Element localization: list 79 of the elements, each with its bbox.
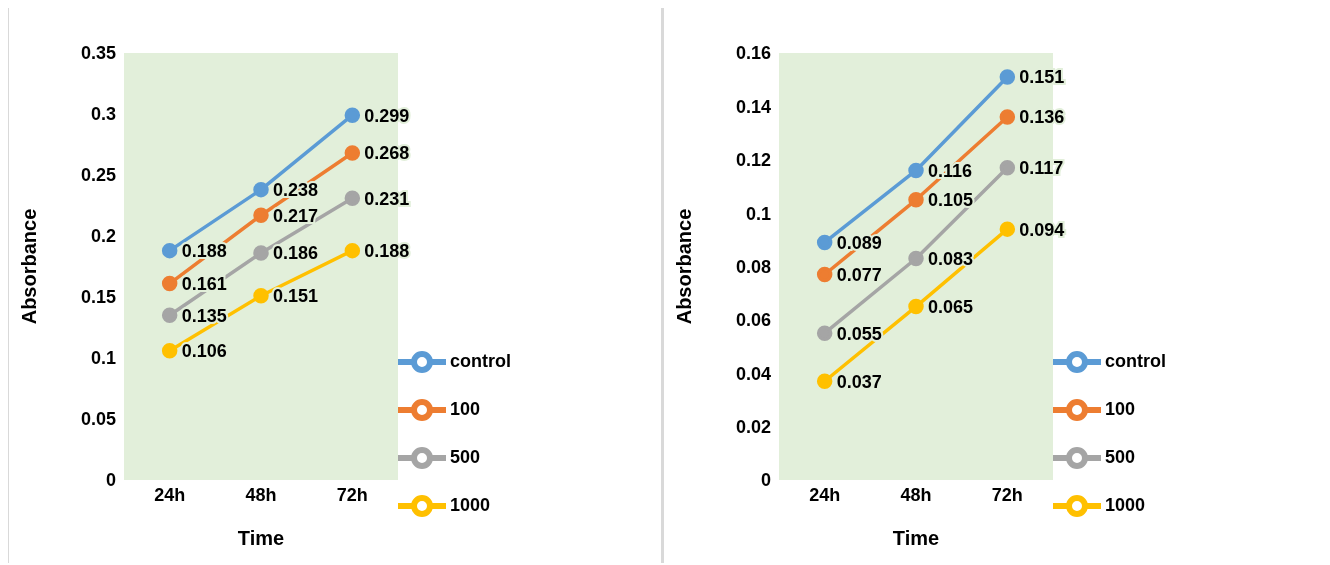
point xyxy=(344,242,361,259)
point xyxy=(161,242,178,259)
point xyxy=(908,250,924,267)
data-label: 0.094 xyxy=(1019,219,1065,240)
x-axis-title: Time xyxy=(892,527,940,549)
y-tick-label: 0.04 xyxy=(735,363,771,384)
data-label: 0.083 xyxy=(928,248,974,269)
legend-label: control xyxy=(450,350,511,371)
y-tick-label: 0.25 xyxy=(80,165,116,186)
data-label: 0.188 xyxy=(364,241,410,262)
data-label: 0.151 xyxy=(273,286,319,307)
data-label: 0.037 xyxy=(836,371,882,392)
data-label: 0.268 xyxy=(364,143,410,164)
data-label: 0.151 xyxy=(1019,67,1065,88)
data-label: 0.065 xyxy=(928,296,974,317)
point xyxy=(344,190,361,206)
data-label: 0.299 xyxy=(364,105,410,126)
x-axis-title: Time xyxy=(237,527,285,549)
point xyxy=(816,266,833,283)
data-label: 0.106 xyxy=(181,341,227,362)
point xyxy=(253,181,269,198)
y-tick-label: 0 xyxy=(105,470,116,491)
y-tick-label: 0.08 xyxy=(735,256,771,277)
point xyxy=(908,162,924,179)
data-label: 0.217 xyxy=(273,205,319,226)
y-tick-label: 0.1 xyxy=(90,348,116,369)
data-label: 0.186 xyxy=(273,243,319,264)
y-tick-label: 0.1 xyxy=(745,203,771,224)
point xyxy=(908,192,924,208)
point xyxy=(908,298,924,315)
point xyxy=(344,145,361,161)
y-tick-label: 0.16 xyxy=(735,43,771,64)
point xyxy=(999,69,1016,85)
data-label: 0.105 xyxy=(928,190,974,211)
x-tick-label: 48h xyxy=(900,484,932,505)
x-tick-label: 72h xyxy=(991,484,1023,505)
legend-label: control xyxy=(1105,350,1166,371)
point xyxy=(816,325,833,341)
y-tick-label: 0.35 xyxy=(80,43,116,64)
legend-label: 100 xyxy=(450,398,481,419)
y-tick-label: 0.2 xyxy=(90,226,116,247)
data-label: 0.055 xyxy=(836,323,882,344)
legend-label: 500 xyxy=(450,446,481,467)
y-axis-title: Absorbance xyxy=(18,208,41,325)
legend-label: 100 xyxy=(1105,398,1136,419)
legend-label: 1000 xyxy=(1105,494,1146,515)
y-tick-label: 0 xyxy=(760,470,771,491)
point xyxy=(253,207,269,224)
legend-label: 1000 xyxy=(450,494,491,515)
point xyxy=(816,234,833,251)
point xyxy=(999,221,1016,237)
point xyxy=(161,342,178,359)
y-tick-label: 0.15 xyxy=(80,287,116,308)
data-label: 0.136 xyxy=(1019,107,1065,128)
x-tick-label: 72h xyxy=(336,484,368,505)
point xyxy=(344,107,361,123)
data-label: 0.077 xyxy=(836,264,882,285)
y-tick-label: 0.12 xyxy=(735,150,771,171)
x-tick-label: 24h xyxy=(809,484,841,505)
data-label: 0.135 xyxy=(181,305,227,326)
point xyxy=(999,109,1016,125)
y-tick-label: 0.14 xyxy=(735,96,771,117)
y-tick-label: 0.06 xyxy=(735,310,771,331)
data-label: 0.231 xyxy=(364,188,410,209)
x-tick-label: 24h xyxy=(154,484,186,505)
point xyxy=(253,245,269,261)
y-tick-label: 0.3 xyxy=(90,104,116,125)
point xyxy=(253,288,269,304)
point xyxy=(161,275,178,292)
y-tick-label: 0.02 xyxy=(735,417,771,438)
point xyxy=(161,307,178,324)
legend-label: 500 xyxy=(1105,446,1136,467)
data-label: 0.161 xyxy=(181,273,227,294)
point xyxy=(999,160,1016,176)
y-tick-label: 0.05 xyxy=(80,409,116,430)
y-axis-title: Absorbance xyxy=(673,208,696,325)
point xyxy=(816,373,833,390)
x-tick-label: 48h xyxy=(245,484,277,505)
data-label: 0.117 xyxy=(1019,158,1064,179)
